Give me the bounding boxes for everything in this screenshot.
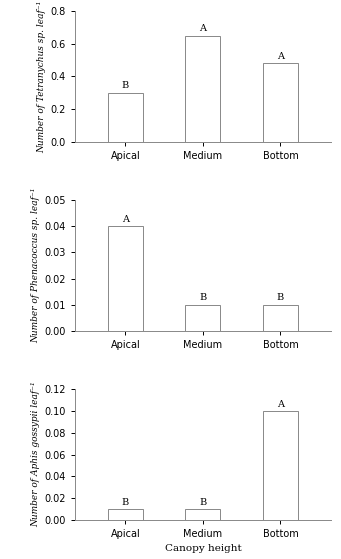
Text: A: A (277, 52, 284, 61)
Text: B: B (199, 498, 207, 506)
Y-axis label: Number of Aphis gossypii leaf⁻¹: Number of Aphis gossypii leaf⁻¹ (31, 382, 40, 528)
Bar (186, 305, 220, 331)
Text: B: B (199, 293, 207, 302)
X-axis label: Canopy height: Canopy height (164, 544, 241, 553)
Y-axis label: Number of Tetranychus sp. leaf⁻¹: Number of Tetranychus sp. leaf⁻¹ (38, 0, 46, 153)
Y-axis label: Number of Phenacoccus sp. leaf⁻¹: Number of Phenacoccus sp. leaf⁻¹ (31, 188, 40, 343)
Bar (263, 63, 298, 141)
Bar (263, 305, 298, 331)
Bar (186, 509, 220, 520)
Bar (108, 93, 143, 141)
Text: B: B (277, 293, 284, 302)
Bar (186, 36, 220, 141)
Text: B: B (122, 82, 129, 91)
Text: B: B (122, 498, 129, 506)
Bar (108, 509, 143, 520)
Bar (108, 226, 143, 331)
Text: A: A (199, 24, 206, 34)
Text: A: A (277, 400, 284, 409)
Text: A: A (122, 215, 129, 224)
Bar (263, 411, 298, 520)
